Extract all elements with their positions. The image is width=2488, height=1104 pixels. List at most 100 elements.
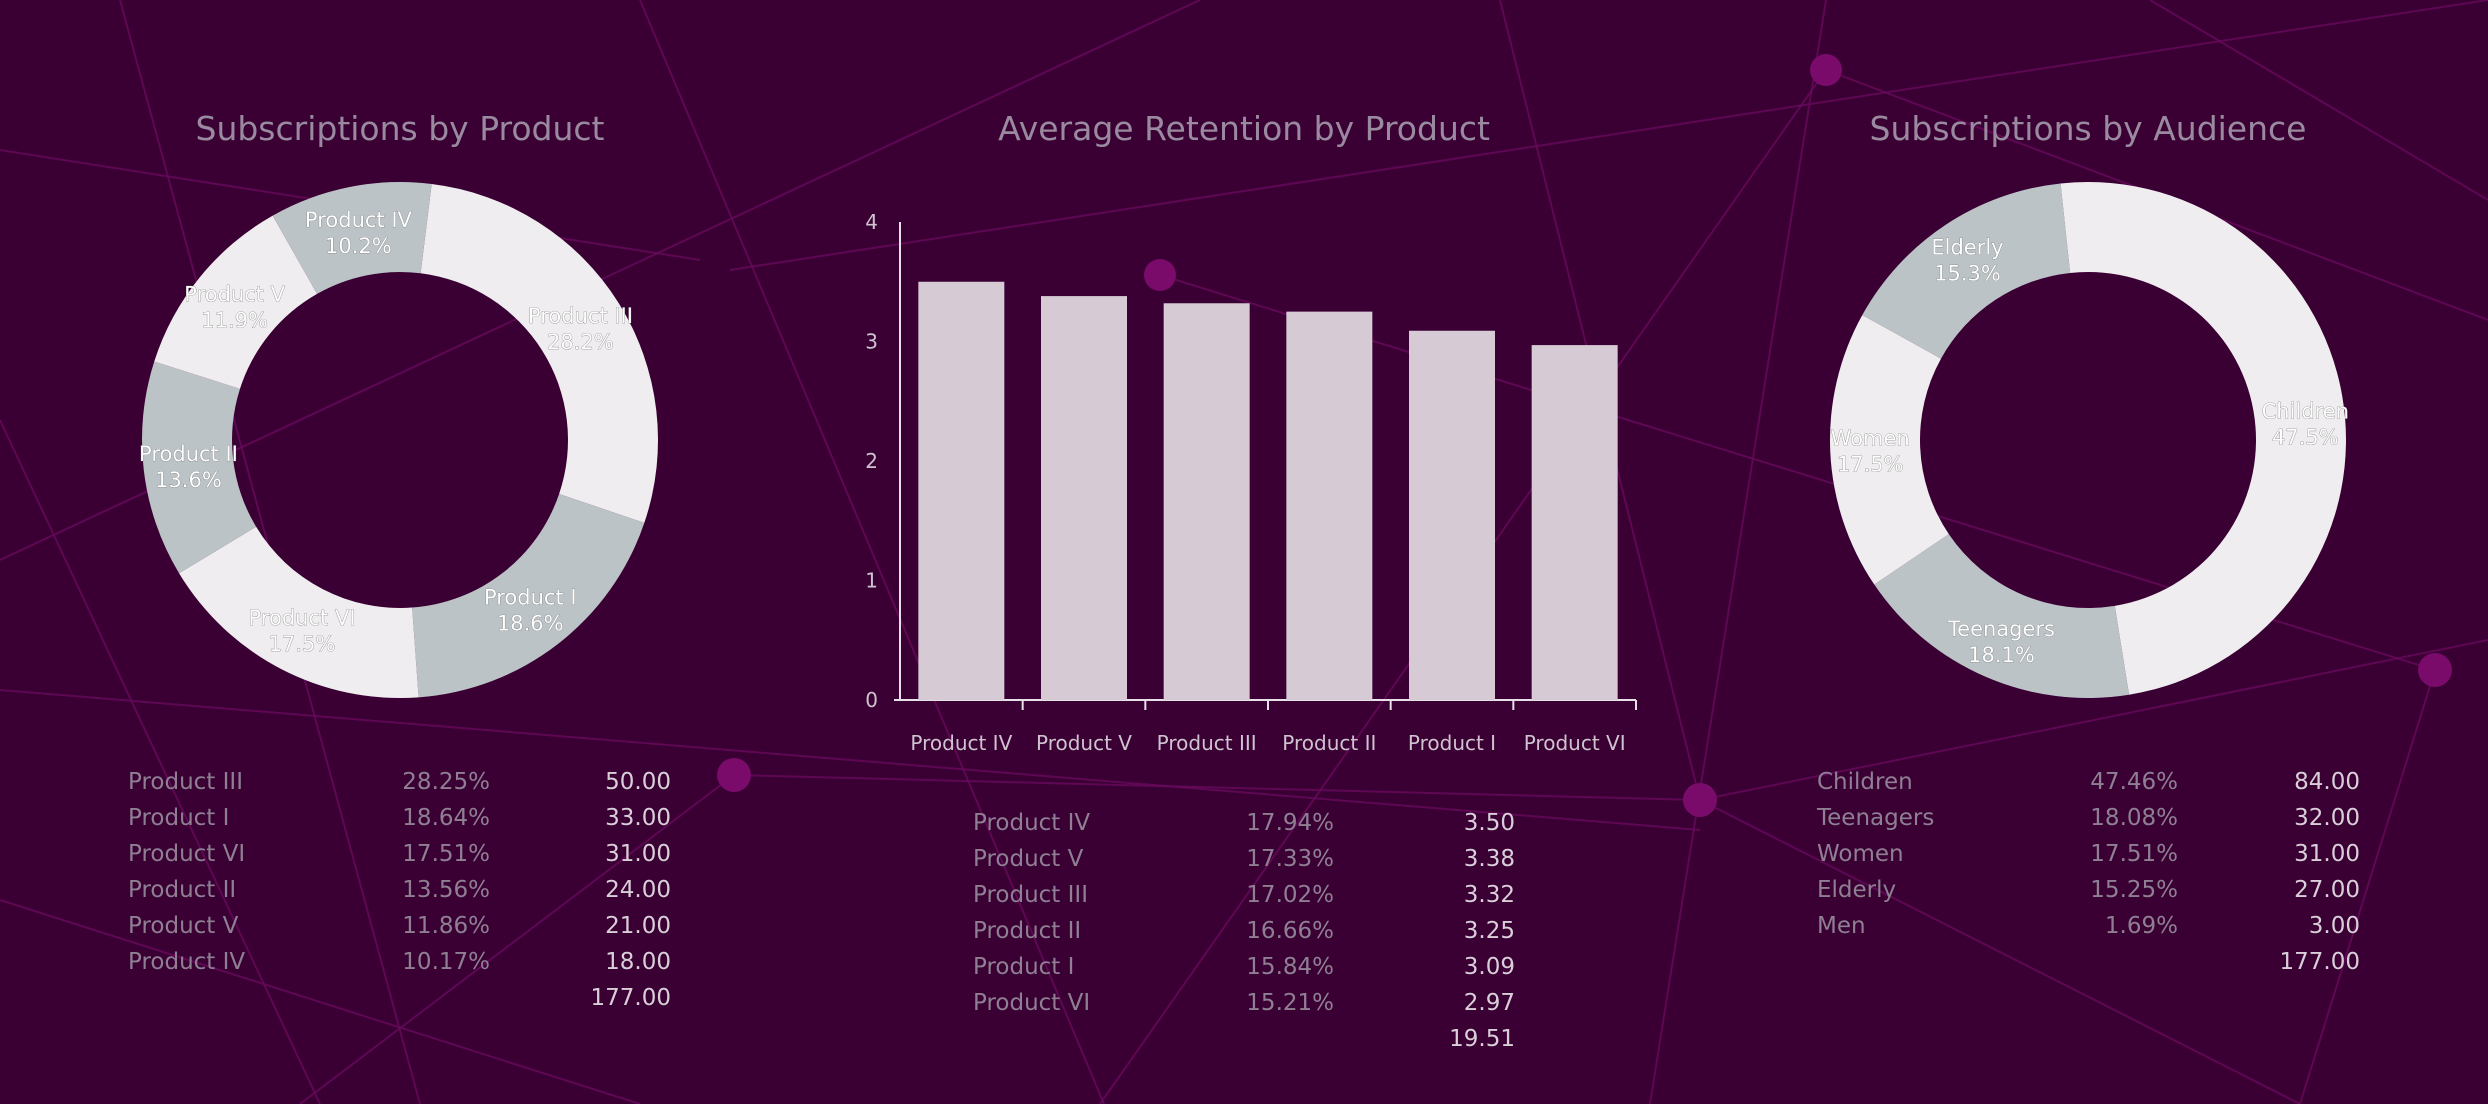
- table-row-name: Teenagers: [1816, 805, 1934, 831]
- table-row-value: 32.00: [2294, 805, 2360, 831]
- slice-label: Teenagers: [1947, 617, 2055, 641]
- slice-percent: 17.5%: [1837, 453, 1904, 477]
- network-line: [1699, 639, 2488, 801]
- slice-percent: 18.6%: [497, 612, 564, 636]
- table-row-percent: 17.51%: [2090, 841, 2178, 867]
- table-row-name: Product II: [973, 918, 1081, 944]
- slice-label: Elderly: [1931, 235, 2003, 259]
- table-row-value: 27.00: [2294, 877, 2360, 903]
- table-row-name: Product V: [973, 846, 1084, 872]
- chart-title: Subscriptions by Audience: [1870, 109, 2307, 148]
- table-row-value: 2.97: [1464, 990, 1515, 1016]
- table-row-value: 84.00: [2294, 769, 2360, 795]
- table-row-percent: 15.25%: [2090, 877, 2178, 903]
- table-row-percent: 47.46%: [2090, 769, 2178, 795]
- slice-label: Product V: [184, 283, 285, 307]
- slice-percent: 11.9%: [201, 309, 268, 333]
- donut-slice: [154, 215, 318, 389]
- bar: [1531, 345, 1618, 700]
- slice-percent: 28.2%: [547, 330, 614, 354]
- x-tick-label: Product IV: [910, 731, 1012, 755]
- slice-label: Product VI: [249, 606, 356, 630]
- table-row-value: 3.32: [1464, 882, 1515, 908]
- table-row-value: 3.00: [2309, 913, 2360, 939]
- network-line: [639, 0, 1105, 1104]
- network-line: [299, 774, 735, 1104]
- subscriptions-by-audience-panel: Subscriptions by AudienceChildren47.5%Te…: [1816, 109, 2360, 975]
- slice-label: Product II: [139, 442, 238, 466]
- table-row-name: Product VI: [128, 841, 245, 867]
- x-tick-label: Product III: [1157, 731, 1257, 755]
- chart-title: Subscriptions by Product: [196, 109, 605, 148]
- table-row-value: 21.00: [605, 913, 671, 939]
- table-row-value: 3.09: [1464, 954, 1515, 980]
- bar: [918, 281, 1005, 700]
- donut-slice: [1829, 314, 1949, 585]
- slice-label: Product III: [528, 304, 633, 328]
- donut-slice: [1874, 534, 2130, 698]
- x-tick-label: Product V: [1036, 731, 1132, 755]
- slice-percent: 15.3%: [1934, 261, 2001, 285]
- network-node: [1144, 259, 1176, 291]
- table-row-percent: 18.08%: [2090, 805, 2178, 831]
- donut-slice: [179, 526, 419, 699]
- table-row-value: 50.00: [605, 769, 671, 795]
- table-row-name: Product VI: [973, 990, 1090, 1016]
- network-node: [717, 758, 751, 792]
- table-row-name: Product III: [128, 769, 243, 795]
- table-row-value: 18.00: [605, 949, 671, 975]
- table-row-value: 24.00: [605, 877, 671, 903]
- network-node: [1683, 783, 1717, 817]
- y-tick-label: 1: [865, 569, 878, 593]
- table-row-percent: 17.51%: [402, 841, 490, 867]
- bar: [1409, 330, 1495, 700]
- network-line: [729, 0, 2488, 271]
- y-tick-label: 2: [865, 449, 878, 473]
- table-row-value: 33.00: [605, 805, 671, 831]
- slice-percent: 13.6%: [155, 468, 222, 492]
- x-tick-label: Product VI: [1524, 731, 1626, 755]
- table-total: 177.00: [591, 985, 671, 1011]
- slice-percent: 18.1%: [1968, 643, 2035, 667]
- table-row-value: 3.25: [1464, 918, 1515, 944]
- bar: [1041, 296, 1127, 700]
- network-line: [0, 419, 321, 1104]
- slice-label: Children: [2262, 400, 2349, 424]
- table-row-percent: 28.25%: [402, 769, 490, 795]
- table-row-name: Product I: [128, 805, 229, 831]
- slice-percent: 10.2%: [325, 234, 392, 258]
- network-node: [1810, 54, 1842, 86]
- donut-slice: [272, 182, 432, 294]
- donut-slice: [2060, 182, 2088, 273]
- table-row-name: Elderly: [1817, 877, 1896, 903]
- table-row-value: 31.00: [2294, 841, 2360, 867]
- table-row-percent: 15.21%: [1246, 990, 1334, 1016]
- network-line: [2149, 0, 2488, 201]
- table-total: 19.51: [1449, 1026, 1515, 1052]
- slice-label: Product IV: [305, 208, 413, 232]
- table-row-percent: 1.69%: [2105, 913, 2178, 939]
- chart-title: Average Retention by Product: [998, 109, 1490, 148]
- table-row-name: Product I: [973, 954, 1074, 980]
- table-row-value: 3.38: [1464, 846, 1515, 872]
- table-row-percent: 17.94%: [1246, 810, 1334, 836]
- network-line: [1649, 0, 1827, 1104]
- y-tick-label: 4: [865, 210, 878, 234]
- table-row-name: Product V: [128, 913, 239, 939]
- network-line: [2299, 669, 2436, 1104]
- donut-slice: [412, 493, 645, 698]
- table-row-percent: 11.86%: [402, 913, 490, 939]
- table-row-percent: 13.56%: [402, 877, 490, 903]
- table-row-percent: 15.84%: [1246, 954, 1334, 980]
- donut-slice: [1862, 183, 2071, 359]
- average-retention-panel: Average Retention by Product 0 1 2 3 4 Product…: [865, 109, 1637, 1052]
- y-tick-label: 0: [865, 688, 878, 712]
- table-row-name: Children: [1817, 769, 1913, 795]
- table-row-name: Women: [1817, 841, 1904, 867]
- x-tick-label: Product I: [1408, 731, 1496, 755]
- slice-percent: 17.5%: [269, 632, 336, 656]
- bar: [1286, 311, 1373, 700]
- table-row-value: 3.50: [1464, 810, 1515, 836]
- table-row-percent: 18.64%: [402, 805, 490, 831]
